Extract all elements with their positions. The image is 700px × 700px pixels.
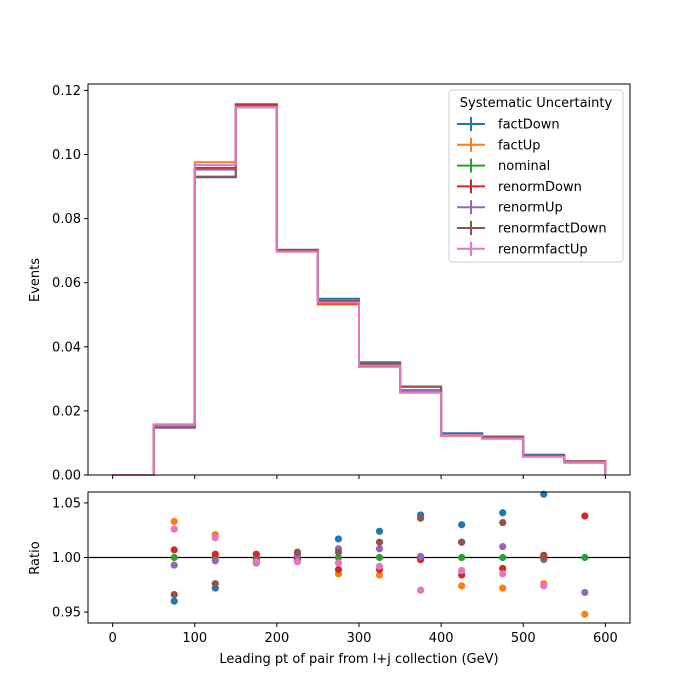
ratio-point-renormfactUp [458, 567, 466, 575]
legend: Systematic Uncertainty factDown factUp nom… [448, 89, 624, 263]
ratio-y-tick-label: 1.00 [52, 551, 81, 566]
ratio-point-renormUp [211, 557, 219, 565]
ratio-point-renormUp [170, 561, 178, 569]
ratio-point-renormDown [170, 546, 178, 554]
ratio-point-nominal [581, 553, 589, 562]
ratio-point-renormfactDown [416, 514, 425, 522]
ratio-point-renormfactDown [293, 548, 302, 556]
events-y-axis-label: Events [28, 258, 43, 302]
legend-label-nominal: nominal [498, 159, 550, 174]
ratio-point-renormUp [416, 552, 425, 561]
ratio-point-renormfactUp [170, 525, 178, 533]
events-y-tick-label: 0.12 [52, 84, 81, 99]
ratio-point-nominal [499, 553, 507, 562]
ratio-y-ticks: 0.95 1.00 1.05 [52, 496, 88, 621]
ratio-point-renormfactUp [334, 559, 343, 567]
ratio-point-factUp [375, 571, 384, 579]
ratio-point-factDown [375, 527, 384, 535]
ratio-point-renormDown [581, 512, 589, 520]
ratio-point-renormDown [211, 550, 219, 558]
ratio-point-renormfactUp [211, 534, 219, 542]
ratio-point-factDown [170, 597, 178, 605]
ratio-point-renormDown [499, 564, 507, 573]
ratio-point-renormfactUp [416, 586, 425, 594]
ratio-point-renormfactUp [540, 582, 548, 590]
ratio-point-renormfactUp [293, 558, 302, 566]
ratio-point-renormUp [375, 545, 384, 553]
ratio-point-nominal [375, 553, 384, 562]
events-panel: 0.00 0.02 0.04 0.06 0.08 0.10 0.12 Events [28, 83, 631, 484]
legend-frame [448, 89, 624, 263]
ratio-point-nominal [170, 553, 178, 562]
ratio-point-renormfactDown [170, 591, 178, 599]
ratio-point-factUp [499, 584, 507, 592]
step-histograms [112, 103, 607, 476]
ratio-y-axis-label: Ratio [28, 541, 43, 574]
legend-label-factUp: factUp [498, 138, 541, 153]
ratio-points [170, 490, 589, 618]
ratio-point-factUp [458, 582, 466, 590]
x-tick-label: 0 [108, 631, 116, 646]
legend-label-factDown: factDown [498, 118, 560, 133]
legend-label-renormDown: renormDown [498, 180, 582, 195]
ratio-point-renormfactDown [375, 538, 384, 546]
events-y-tick-label: 0.00 [52, 469, 81, 484]
ratio-point-nominal [458, 553, 466, 562]
ratio-point-renormfactUp [375, 562, 384, 570]
events-y-ticks: 0.00 0.02 0.04 0.06 0.08 0.10 0.12 [52, 84, 88, 484]
legend-label-renormUp: renormUp [498, 201, 563, 216]
events-x-ticks [112, 475, 606, 479]
ratio-point-renormUp [581, 588, 589, 597]
ratio-x-ticks: 0 100 200 300 400 500 600 [108, 623, 618, 646]
ratio-point-renormfactUp [499, 570, 507, 578]
x-tick-label: 500 [511, 631, 536, 646]
ratio-point-factDown [334, 535, 343, 543]
ratio-point-renormfactDown [211, 580, 219, 588]
legend-title: Systematic Uncertainty [460, 96, 613, 111]
ratio-point-factDown [499, 509, 507, 517]
ratio-point-renormfactUp [252, 558, 260, 566]
x-tick-label: 100 [182, 631, 207, 646]
legend-label-renormfactDown: renormfactDown [498, 222, 607, 237]
ratio-point-renormfactDown [458, 538, 466, 546]
events-y-tick-label: 0.04 [52, 340, 81, 355]
ratio-point-renormUp [499, 542, 507, 551]
step-line-renormfactUp [112, 106, 607, 476]
x-axis-label: Leading pt of pair from l+j collection (… [219, 652, 498, 667]
events-y-tick-label: 0.10 [52, 148, 81, 163]
x-tick-label: 200 [264, 631, 289, 646]
ratio-point-nominal [334, 553, 343, 562]
x-tick-label: 400 [429, 631, 454, 646]
legend-entries: factDown factUp nominal renormDown renormUp r… [457, 117, 607, 257]
legend-label-renormfactUp: renormfactUp [498, 242, 588, 257]
x-tick-label: 600 [593, 631, 618, 646]
x-tick-label: 300 [347, 631, 372, 646]
ratio-y-tick-label: 1.05 [52, 496, 81, 511]
ratio-panel: 0 100 200 300 400 500 600 0.95 1.00 1.05 Ratio L… [28, 490, 631, 667]
ratio-point-renormfactDown [540, 553, 548, 562]
events-y-tick-label: 0.06 [52, 276, 81, 291]
ratio-point-factUp [170, 517, 178, 526]
ratio-point-factDown [458, 521, 466, 529]
ratio-point-renormfactDown [499, 518, 507, 527]
events-y-tick-label: 0.02 [52, 404, 81, 419]
events-y-tick-label: 0.08 [52, 212, 81, 227]
ratio-y-tick-label: 0.95 [52, 606, 81, 621]
ratio-point-factUp [581, 610, 589, 618]
ratio-point-renormfactDown [334, 548, 343, 556]
ratio-point-renormDown [334, 565, 343, 574]
